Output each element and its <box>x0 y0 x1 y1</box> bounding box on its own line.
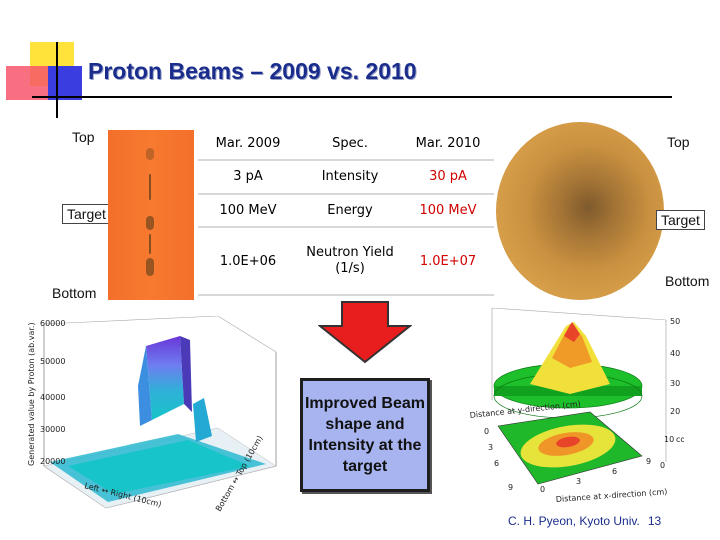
right-plot-z-tick: 10 <box>664 435 674 444</box>
right-plot-y-tick: 6 <box>494 459 499 468</box>
table-row: 100 MeV Energy 100 MeV <box>198 193 494 229</box>
table-cell: Intensity <box>298 159 402 195</box>
table-header-cell: Mar. 2009 <box>198 128 298 161</box>
credit-author: C. H. Pyeon, Kyoto Univ. <box>508 514 640 528</box>
table-row: 3 pA Intensity 30 pA <box>198 159 494 195</box>
right-plot-z-tick: 30 <box>670 379 680 388</box>
table-cell: 30 pA <box>402 159 494 195</box>
decor-vertical-line <box>56 42 58 118</box>
left-target-label: Target <box>62 204 111 224</box>
right-plot-x-tick: 6 <box>612 467 617 476</box>
table-cell: 100 MeV <box>402 193 494 229</box>
right-plot-y-tick: 3 <box>488 443 493 452</box>
right-plot-z-tick: 40 <box>670 349 680 358</box>
table-cell: 1.0E+06 <box>198 227 298 296</box>
right-plot-z-tick: 50 <box>670 317 680 326</box>
beam-image-2009 <box>108 130 194 300</box>
right-plot-z-unit: count <box>676 435 684 444</box>
right-target-label: Target <box>656 210 705 230</box>
table-header-row: Mar. 2009 Spec. Mar. 2010 <box>198 128 494 161</box>
left-3d-plot: 60000 50000 40000 30000 20000 Generated … <box>28 316 277 513</box>
improvement-callout: Improved Beam shape and Intensity at the… <box>300 378 430 492</box>
left-bottom-label: Bottom <box>52 285 97 301</box>
left-plot-y-tick: 40000 <box>40 393 65 402</box>
left-plot-y-tick: 20000 <box>40 457 65 466</box>
right-3d-plot: 50 40 30 20 10 count 0 0 3 6 9 0 3 6 9 D… <box>470 307 684 504</box>
slide-credit: C. H. Pyeon, Kyoto Univ. 13 <box>508 514 661 528</box>
right-plot-y-tick: 0 <box>484 427 489 436</box>
right-plot-z-tick: 0 <box>660 461 665 470</box>
left-plot-y-tick: 60000 <box>40 319 65 328</box>
table-cell: 3 pA <box>198 159 298 195</box>
right-bottom-label: Bottom <box>665 273 710 289</box>
right-plot-x-tick: 3 <box>576 477 581 486</box>
decor-horizontal-line <box>32 96 672 98</box>
table-row: 1.0E+06 Neutron Yield (1/s) 1.0E+07 <box>198 227 494 296</box>
slide-number: 13 <box>647 514 662 528</box>
right-plot-x-tick: 0 <box>540 485 545 494</box>
callout-text: Improved Beam shape and Intensity at the… <box>304 395 426 475</box>
slide-title: Proton Beams – 2009 vs. 2010 <box>88 58 417 84</box>
right-plot-x-tick: 9 <box>646 457 651 466</box>
down-arrow-icon <box>318 301 412 364</box>
table-header-cell: Spec. <box>298 128 402 161</box>
left-plot-y-axis-label: Generated value by Proton (ab.var.) <box>28 322 36 466</box>
table-cell: 1.0E+07 <box>402 227 494 296</box>
right-plot-x-axis-label: Distance at x-direction (cm) <box>556 487 668 504</box>
right-plot-z-tick: 20 <box>670 407 680 416</box>
left-plot-y-tick: 30000 <box>40 425 65 434</box>
left-top-label: Top <box>72 129 95 145</box>
beam-image-2010 <box>496 122 664 300</box>
right-plot-y-tick: 9 <box>508 483 513 492</box>
beam-spec-table: Mar. 2009 Spec. Mar. 2010 3 pA Intensity… <box>198 128 494 296</box>
table-cell: 100 MeV <box>198 193 298 229</box>
table-cell: Neutron Yield (1/s) <box>298 227 402 296</box>
table-header-cell: Mar. 2010 <box>402 128 494 161</box>
right-top-label: Top <box>667 134 690 150</box>
decor-blue-square <box>48 66 82 100</box>
left-plot-y-tick: 50000 <box>40 357 65 366</box>
table-cell: Energy <box>298 193 402 229</box>
